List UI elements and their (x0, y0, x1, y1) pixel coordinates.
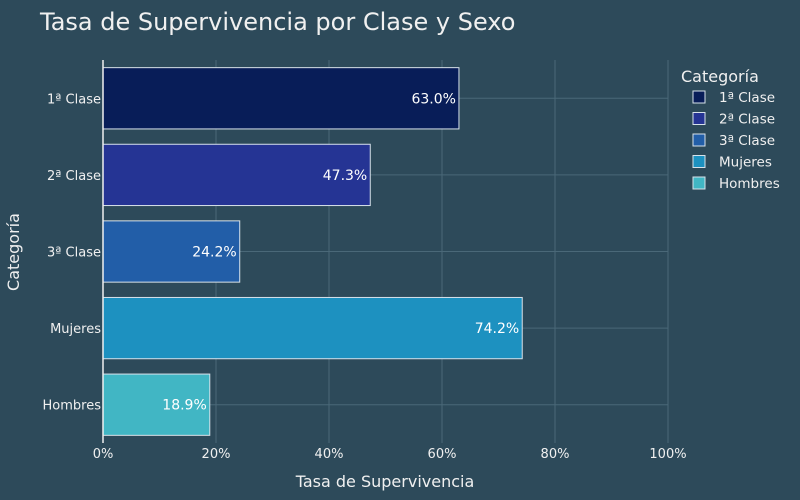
chart-title: Tasa de Supervivencia por Clase y Sexo (39, 8, 515, 36)
bars: 63.0% 47.3% 24.2% 74.2% 18.9% (102, 67, 523, 436)
x-tick-label: 60% (428, 447, 457, 462)
axes: 0% 20% 40% 60% 80% 100% 1ª Clase 2ª Clase 3ª Cla… (43, 60, 687, 462)
x-axis-title: Tasa de Supervivencia (295, 472, 475, 491)
x-tick-label: 40% (315, 447, 344, 462)
bar (102, 220, 241, 283)
bar-value-label: 47.3% (323, 168, 367, 184)
y-axis-title: Categoría (4, 213, 23, 291)
category-tick-label: 2ª Clase (47, 169, 101, 184)
bar (102, 143, 371, 207)
x-tick-label: 100% (649, 447, 686, 462)
legend-label: Mujeres (719, 155, 772, 171)
legend-label: 1ª Clase (719, 90, 775, 106)
x-tick-label: 80% (541, 447, 570, 462)
legend-label: 3ª Clase (719, 133, 775, 149)
legend: Categoría 1ª Clase 2ª Clase 3ª Clase Mujere… (681, 67, 780, 192)
category-tick-label: Mujeres (50, 322, 101, 337)
legend-title: Categoría (681, 67, 759, 86)
category-tick-label: 1ª Clase (47, 92, 101, 107)
category-tick-label: Hombres (43, 399, 102, 414)
bar (102, 67, 460, 130)
bar (102, 296, 523, 360)
bar-value-label: 74.2% (475, 321, 519, 337)
legend-swatch (692, 133, 706, 147)
bar-value-label: 24.2% (192, 245, 236, 261)
legend-swatch (692, 176, 706, 190)
legend-label: 2ª Clase (719, 112, 775, 128)
legend-label: Hombres (719, 176, 780, 192)
x-tick-label: 20% (202, 447, 231, 462)
bar-value-label: 18.9% (162, 398, 206, 414)
category-tick-label: 3ª Clase (47, 246, 101, 261)
legend-swatch (692, 90, 706, 104)
bar (102, 373, 211, 436)
x-tick-label: 0% (93, 447, 114, 462)
legend-swatch (692, 112, 706, 125)
legend-swatch (692, 155, 706, 168)
bar-value-label: 63.0% (411, 91, 455, 107)
